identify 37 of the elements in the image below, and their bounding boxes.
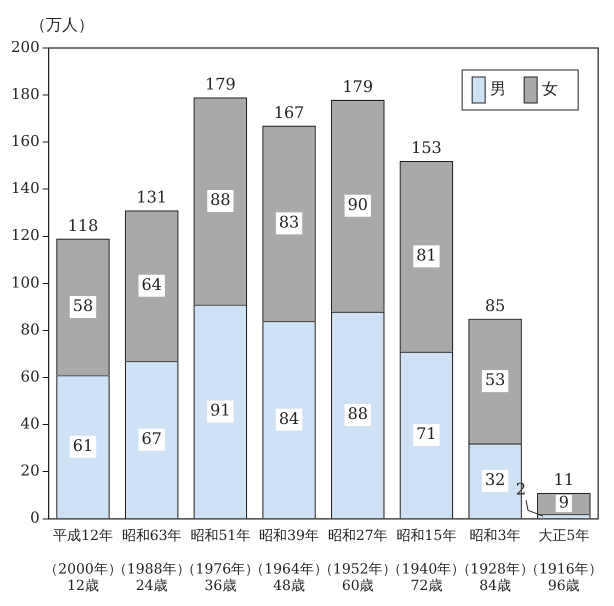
y-tick-label: 40	[20, 414, 40, 433]
data-label: 61	[72, 436, 94, 455]
data-label: 67	[141, 428, 162, 448]
total-label: 131	[136, 188, 167, 207]
data-label: 84	[278, 408, 300, 428]
y-tick-label: 180	[10, 84, 40, 103]
y-tick-label: 80	[20, 320, 40, 338]
total-label: 85	[484, 296, 506, 315]
data-label: 32	[484, 470, 506, 490]
y-tick-label: 20	[20, 462, 40, 480]
total-label: 153	[411, 138, 442, 158]
data-label: 83	[278, 212, 300, 232]
data-label: 64	[141, 274, 162, 294]
legend-label: 女	[542, 79, 558, 98]
data-label: 88	[348, 404, 368, 424]
y-tick-label: 60	[20, 367, 40, 386]
total-label: 167	[274, 102, 304, 122]
total-label: 11	[554, 470, 574, 490]
y-tick-label: 140	[10, 179, 40, 198]
y-tick-label: 120	[10, 226, 40, 244]
data-label: 90	[348, 194, 368, 214]
data-label: 71	[416, 424, 437, 444]
data-label: 9	[558, 492, 569, 512]
data-label: 88	[210, 190, 231, 210]
total-label: 118	[68, 216, 98, 235]
y-tick-label: 160	[10, 132, 40, 150]
total-label: 179	[205, 74, 236, 94]
data-label: 53	[484, 370, 506, 390]
y-tick-label: 0	[30, 508, 40, 527]
data-label: 58	[72, 296, 94, 316]
y-tick-label: 200	[10, 38, 40, 56]
legend-label: 男	[490, 79, 506, 98]
data-label: 81	[416, 245, 437, 264]
total-label: 179	[342, 76, 374, 96]
y-axis-title: （万人）	[30, 15, 94, 34]
y-tick-label: 100	[10, 273, 40, 292]
data-label: 91	[210, 400, 231, 420]
